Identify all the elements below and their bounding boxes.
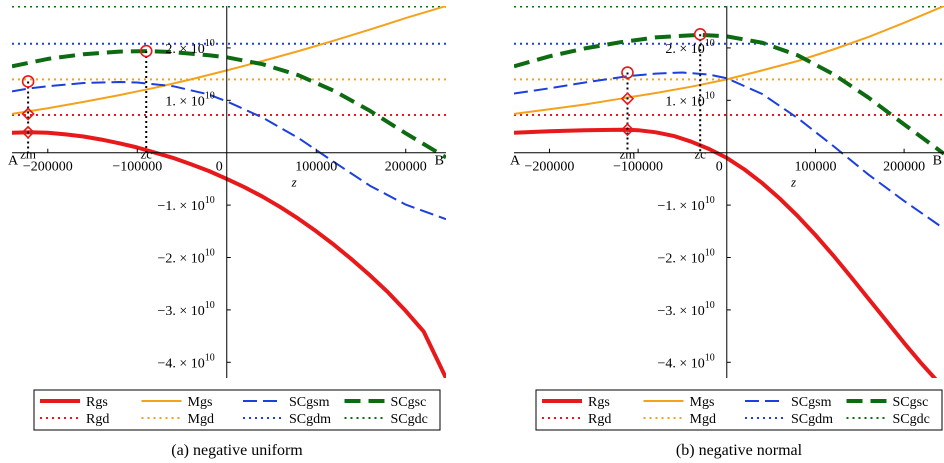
y-tick-label: 2. × 1010: [165, 38, 214, 57]
x-tick-label: 200000: [385, 160, 427, 175]
legend-label-rgd: Rgd: [86, 412, 109, 427]
legend: Rgs Mgs SCgsm SCgsc Rgd Mgd SCgdm SCgdc: [535, 389, 943, 431]
circle-marker: [139, 44, 153, 58]
end-label-b: B: [435, 154, 444, 169]
legend-label-scgdc: SCgdc: [893, 412, 930, 427]
legend-label-rgs: Rgs: [588, 395, 610, 410]
circle-marker: [21, 75, 35, 88]
y-tick-label: −2. × 1010: [157, 247, 214, 266]
circle-marker: [693, 27, 707, 41]
diamond-marker: [21, 125, 35, 139]
point-label-zc: zc: [140, 147, 152, 162]
y-tick-label: −1. × 1010: [657, 195, 714, 214]
x-tick-label: 0: [716, 160, 723, 175]
chart-panel-1: −200000 −100000 100000 200000 0 z A B 1. × 1010 2…: [8, 6, 446, 459]
series-mgs-line: [514, 6, 944, 115]
series-rgs-line: [514, 127, 938, 378]
legend-label-scgdm: SCgdm: [289, 412, 331, 427]
legend-label-mgs: Mgs: [690, 395, 715, 410]
y-tick-label: 1. × 1010: [665, 90, 714, 109]
x-tick-label: 100000: [295, 160, 337, 175]
panel-caption: (a) negative uniform: [171, 442, 303, 459]
panel-caption: (b) negative normal: [676, 442, 803, 459]
x-tick-label: 100000: [794, 160, 836, 175]
legend-label-scgsc: SCgsc: [391, 395, 427, 410]
point-label-zc: zc: [694, 147, 706, 162]
legend-label-mgd: Mgd: [690, 412, 716, 427]
y-tick-label: −4. × 1010: [157, 352, 214, 371]
diamond-marker: [620, 123, 635, 137]
end-label-b: B: [933, 154, 942, 169]
circle-marker: [621, 66, 634, 79]
y-tick-label: −2. × 1010: [657, 247, 714, 266]
legend-label-scgsm: SCgsm: [791, 395, 832, 410]
y-tick-label: −3. × 1010: [657, 300, 714, 319]
x-tick-label: −100000: [112, 160, 162, 175]
x-tick-label: −200000: [525, 160, 575, 175]
y-tick-label: −4. × 1010: [657, 352, 714, 371]
y-tick-label: −3. × 1010: [157, 300, 214, 319]
legend-label-rgd: Rgd: [588, 412, 611, 427]
series-rgs-line: [12, 130, 446, 378]
x-tick-label: −100000: [613, 160, 663, 175]
end-label-a: A: [510, 154, 521, 169]
diamond-marker: [620, 92, 635, 106]
x-axis-label: z: [790, 175, 796, 190]
chart-panel-2: −200000 −100000 100000 200000 0 z A B 1. × 1010 2…: [510, 6, 944, 459]
y-tick-label: 1. × 1010: [165, 90, 214, 109]
x-tick-label: −200000: [23, 160, 73, 175]
series-scgsc-line: [514, 32, 944, 156]
y-tick-label: 2. × 1010: [665, 38, 714, 57]
legend-label-mgd: Mgd: [188, 412, 214, 427]
series-scgsm-line: [514, 71, 944, 230]
legend-label-scgsc: SCgsc: [893, 395, 929, 410]
legend-label-scgdm: SCgdm: [791, 412, 833, 427]
point-label-zm: zm: [620, 147, 636, 162]
diamond-marker: [21, 107, 35, 121]
point-label-zm: zm: [20, 147, 36, 162]
x-tick-label: 0: [216, 160, 223, 175]
series-scgsm-line: [12, 81, 446, 221]
y-tick-label: −1. × 1010: [157, 195, 214, 214]
legend: Rgs Mgs SCgsm SCgsc Rgd Mgd SCgdm SCgdc: [33, 389, 441, 431]
legend-label-rgs: Rgs: [86, 395, 108, 410]
legend-label-mgs: Mgs: [188, 395, 213, 410]
legend-label-scgdc: SCgdc: [391, 412, 428, 427]
end-label-a: A: [8, 154, 19, 169]
series-mgs-line: [12, 6, 446, 115]
legend-label-scgsm: SCgsm: [289, 395, 330, 410]
x-tick-label: 200000: [883, 160, 925, 175]
x-axis-label: z: [291, 175, 297, 190]
series-scgsc-line: [12, 49, 446, 160]
